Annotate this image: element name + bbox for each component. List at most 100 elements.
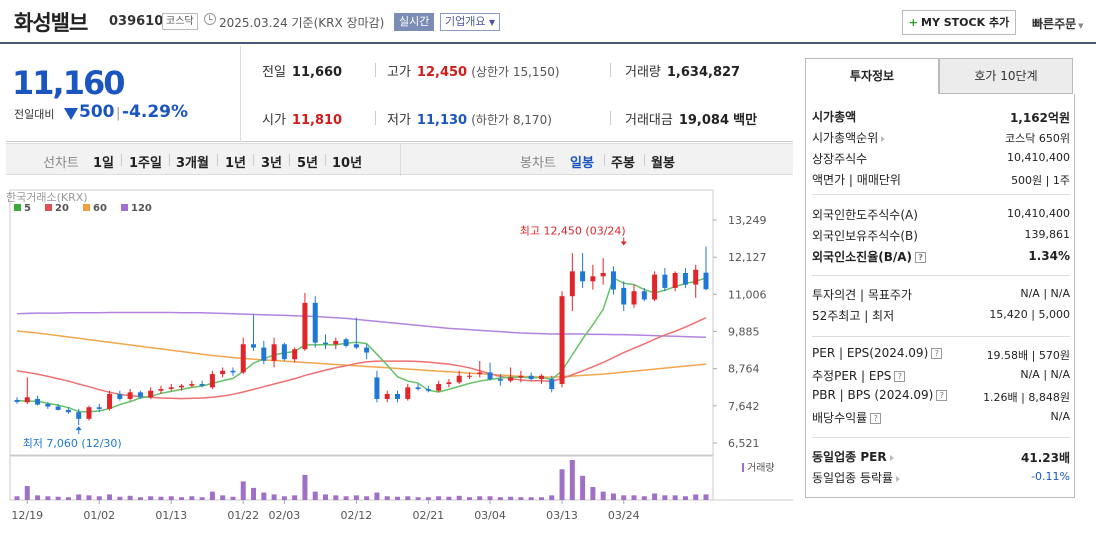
arrow-right-icon[interactable] [896,475,901,482]
candle-body [179,385,185,388]
volume-bar [374,492,380,500]
candle-body [45,403,51,407]
company-overview-dropdown[interactable]: 기업개요 ▼ [440,13,501,31]
candle-body [477,372,483,375]
x-tick-label: 03/04 [474,509,506,522]
help-icon[interactable]: ? [915,252,927,263]
lower-limit: (하한가 8,170) [471,113,552,127]
my-stock-add-button[interactable]: + MY STOCK 추가 [902,10,1016,35]
candle-weekly[interactable]: 주봉 [611,156,635,171]
y-tick-label: 7,642 [728,400,760,413]
candle-body [693,269,699,285]
stock-name: 화성밸브 [14,11,88,35]
x-tick-label: 01/22 [227,509,259,522]
volume-bar [86,495,92,500]
volume-bar [590,486,596,500]
info-row-label-text: 배당수익률 [812,411,868,425]
x-tick-label: 12/19 [11,509,43,522]
info-row-label: 액면가 | 매매단위 [812,171,901,188]
help-icon[interactable]: ? [936,390,948,401]
tab-investment-info[interactable]: 투자정보 [805,58,939,94]
candle-daily[interactable]: 일봉 [570,156,594,171]
volume-bar [425,497,431,500]
volume-bar [179,497,185,500]
help-icon[interactable]: ? [931,348,943,359]
volume-bar [549,495,555,500]
amount-label: 거래대금 [625,113,673,128]
info-row-label-text: 시가총액순위 [812,131,879,145]
info-row-label-text: 액면가 | 매매단위 [812,173,901,187]
chart-source: 한국거래소(KRX) [6,191,88,204]
high-value: 12,450 [416,65,468,80]
candle-body [662,274,668,288]
quick-order-button[interactable]: 빠른주문 ▼ [1032,15,1084,32]
prev-close-label: 전일 [262,65,286,80]
info-row-value: 1.26배 | 8,848원 [983,391,1070,404]
info-row: 배당수익률? N/A [812,407,1070,427]
info-row: 액면가 | 매매단위 500원 | 1주 [812,169,1070,189]
stock-code: 039610 [109,14,164,29]
volume-bar [240,481,246,500]
volume: 거래량 1,634,827 [625,61,740,80]
candle-body [14,399,20,402]
volume-bar [230,496,236,500]
period-1y[interactable]: 1년 [225,156,247,171]
candle-body [631,291,637,305]
volume-bar [621,495,627,500]
high-arrow-head [620,241,627,246]
info-row-label-text: 외국인보유주식수(B) [812,229,918,243]
help-icon[interactable]: ? [894,371,906,382]
candle-body [271,344,277,361]
candle-monthly[interactable]: 월봉 [651,156,675,171]
change-divider: | [116,106,121,121]
price-plot-frame [9,189,714,456]
high-annotation: 최고 12,450 (03/24) [520,224,626,237]
info-row: 외국인한도주식수(A) 10,410,400 [812,204,1070,224]
period-3y[interactable]: 3년 [261,156,283,171]
period-1d[interactable]: 1일 [93,156,115,171]
help-icon[interactable]: ? [870,413,882,424]
candle-body [302,302,308,350]
candle-body [672,272,678,288]
candle-body [189,384,195,386]
info-row: PER | EPS(2024.09)? 19.58배 | 570원 [812,344,1070,364]
company-overview-label: 기업개요 [445,15,486,28]
y-tick-label: 13,249 [728,214,767,227]
candle-body [538,375,544,380]
volume-bar [353,495,359,500]
period-1w[interactable]: 1주일 [129,156,162,171]
info-row-label: 외국인보유주식수(B) [812,227,918,244]
arrow-right-icon[interactable] [889,454,894,461]
info-row-value: N/A | N/A [1020,287,1070,300]
price-chart[interactable]: 한국거래소(KRX) 5 20 60 120 13,249 12,127 11,006 9,88… [6,176,793,534]
divider [121,154,122,166]
moving-average-ma20 [16,317,707,400]
info-row-value: 500원 | 1주 [1011,174,1070,187]
candle-body [158,389,164,391]
moving-average-ma5 [16,276,707,413]
legend-swatch [83,204,90,211]
period-5y[interactable]: 5년 [297,156,319,171]
period-10y[interactable]: 10년 [332,156,363,171]
candle-body [240,344,246,373]
info-row-label: PER | EPS(2024.09)? [812,346,943,360]
info-row: PBR | BPS (2024.09)? 1.26배 | 8,848원 [812,386,1070,406]
candle-body [580,271,586,282]
candle-body [107,393,113,409]
info-row-value: 1.34% [1028,249,1070,263]
period-bar: 선차트 1일 1주일 3개월 1년 3년 5년 10년 봉차트 일봉 주봉 월봉 [6,143,793,176]
candle-body [559,296,565,385]
realtime-button[interactable]: 실시간 [394,13,435,31]
divider [812,437,1070,438]
tab-order-book[interactable]: 호가 10단계 [939,58,1073,94]
volume-bar [127,495,133,500]
period-3m[interactable]: 3개월 [176,156,209,171]
info-row-label: 시가총액순위 [812,129,886,146]
volume-bar [477,496,483,500]
arrow-right-icon[interactable] [881,135,886,142]
legend-swatch [14,204,21,211]
divider [812,336,1070,337]
candle-body [621,287,627,305]
volume-bar [333,495,339,500]
info-row-value: 10,410,400 [1007,207,1070,220]
